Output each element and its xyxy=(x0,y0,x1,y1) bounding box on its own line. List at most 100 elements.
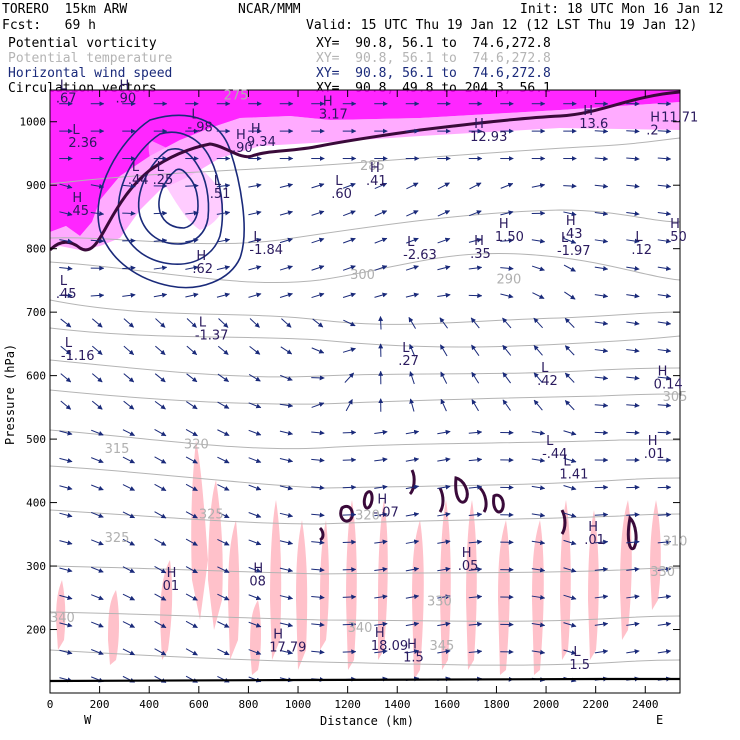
circulation-vector xyxy=(468,512,483,518)
extremum-value: 1.41 xyxy=(559,467,588,482)
forecast-hour: Fcst: 69 h xyxy=(2,18,96,33)
theta-label: 290 xyxy=(496,273,521,288)
circulation-vector xyxy=(59,512,73,518)
circulation-vector xyxy=(405,292,420,298)
circulation-vector xyxy=(122,538,136,546)
circulation-vector xyxy=(154,456,167,464)
pv-lowlevel-plumes xyxy=(56,440,661,680)
circulation-vector xyxy=(533,399,543,411)
circulation-vector xyxy=(563,539,577,546)
circulation-vector xyxy=(563,430,577,436)
y-tick-label: 700 xyxy=(26,306,46,319)
circulation-vector xyxy=(248,429,262,436)
circulation-vector xyxy=(626,512,640,518)
extremum-value: .01 xyxy=(644,447,665,462)
extremum-value: 12.93 xyxy=(470,130,507,145)
circulation-vector xyxy=(374,182,388,190)
extremum-value: .90 xyxy=(232,141,253,156)
circulation-vector xyxy=(500,265,514,271)
y-tick-label: 1000 xyxy=(20,116,47,129)
circulation-vector xyxy=(563,567,577,573)
circulation-vector xyxy=(405,649,420,654)
circulation-vector xyxy=(342,567,357,573)
circulation-vector xyxy=(409,371,415,385)
circulation-vector xyxy=(59,238,73,244)
circulation-vector xyxy=(185,648,198,656)
circulation-vector xyxy=(91,345,103,355)
high-marker: H xyxy=(650,110,660,125)
circulation-vector xyxy=(374,457,388,463)
circulation-vector xyxy=(563,211,577,217)
circulation-vector xyxy=(185,265,199,271)
circulation-vector xyxy=(657,375,672,381)
circulation-vector xyxy=(657,156,672,162)
circulation-vector xyxy=(60,400,72,410)
extremum-value: -.98 xyxy=(187,120,212,135)
high-marker: H xyxy=(375,626,385,641)
circulation-vector xyxy=(185,566,198,574)
circulation-vector xyxy=(594,649,609,655)
low-marker: L xyxy=(546,434,554,449)
circulation-vector xyxy=(154,648,167,656)
high-marker: H xyxy=(648,434,658,449)
high-marker: H xyxy=(377,493,387,508)
circulation-vector xyxy=(468,237,483,243)
circulation-vector xyxy=(374,292,388,298)
high-marker: H xyxy=(566,214,576,229)
circulation-vector xyxy=(531,457,546,463)
circulation-vector xyxy=(311,237,325,244)
circulation-vector xyxy=(437,457,451,463)
circulation-vector xyxy=(185,292,199,298)
circulation-vector xyxy=(626,293,640,299)
circulation-vector xyxy=(185,511,198,519)
circulation-vector xyxy=(91,566,104,573)
circulation-vector xyxy=(248,484,262,491)
extremum-value: .2 xyxy=(646,123,658,138)
circulation-vector xyxy=(374,265,388,271)
extremum-value: -2.63 xyxy=(403,248,437,263)
circulation-vector xyxy=(216,210,231,216)
circulation-vector xyxy=(186,401,198,410)
high-marker: H xyxy=(583,104,593,119)
circulation-vector xyxy=(60,318,72,328)
x-tick-label: 600 xyxy=(189,698,209,711)
circulation-vector xyxy=(122,593,136,601)
circulation-vector xyxy=(91,457,104,464)
circulation-vector xyxy=(154,538,167,546)
circulation-vector xyxy=(437,265,451,271)
extremum-value: 0.14 xyxy=(654,377,683,392)
circulation-vector xyxy=(248,292,262,298)
circulation-vector xyxy=(468,594,483,600)
circulation-vector xyxy=(374,429,388,435)
theta-label: 345 xyxy=(429,639,454,654)
circulation-vector xyxy=(311,402,325,408)
circulation-vector xyxy=(345,399,353,412)
circulation-vector xyxy=(248,237,262,243)
circulation-vector xyxy=(378,315,384,330)
circulation-vector xyxy=(217,538,230,546)
circulation-vector xyxy=(439,317,448,329)
high-marker: H xyxy=(588,520,598,535)
circulation-vector xyxy=(279,292,293,298)
circulation-vector xyxy=(405,265,419,271)
circulation-vector xyxy=(437,429,451,435)
circulation-vector xyxy=(342,457,357,463)
circulation-vector xyxy=(279,540,294,546)
circulation-vector xyxy=(594,183,609,189)
circulation-vector xyxy=(59,622,73,628)
high-marker: H xyxy=(72,191,82,206)
circulation-vector xyxy=(122,484,136,491)
circulation-vector xyxy=(531,183,546,188)
high-marker: H xyxy=(119,79,129,94)
circulation-vector xyxy=(374,539,388,545)
high-marker: H xyxy=(370,161,380,176)
circulation-vector xyxy=(437,210,451,217)
circulation-vector xyxy=(405,484,420,490)
extremum-value: .27 xyxy=(398,354,419,369)
circulation-vector xyxy=(594,265,609,271)
valid-time: Valid: 15 UTC Thu 19 Jan 12 (12 LST Thu … xyxy=(306,18,698,33)
circulation-vector xyxy=(153,292,168,298)
circulation-vector xyxy=(405,539,420,545)
circulation-vector xyxy=(405,429,420,435)
